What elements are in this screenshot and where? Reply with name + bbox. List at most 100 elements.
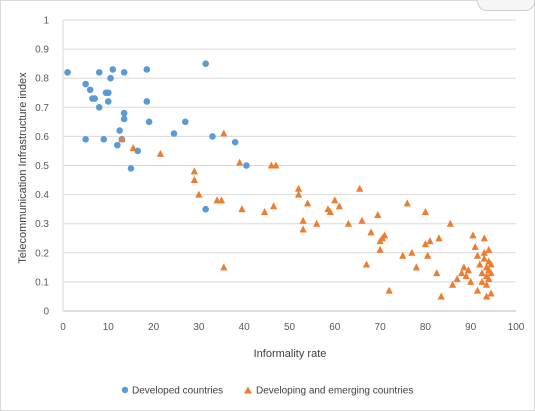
developed-point	[120, 109, 128, 117]
y-tick-label: 0.7	[35, 103, 49, 114]
developing-point	[467, 277, 475, 285]
developing-point	[480, 248, 488, 256]
developing-point	[476, 260, 484, 268]
developing-point	[344, 219, 352, 227]
x-tick-label: 50	[284, 322, 296, 333]
developing-point	[304, 199, 312, 207]
developed-point	[95, 104, 103, 111]
developing-point	[220, 263, 228, 271]
x-tick-labels: 0 10 20 30 40 50 60 70 80 90 100	[60, 322, 525, 333]
developed-point	[64, 69, 71, 76]
developing-point	[487, 289, 495, 297]
developing-point	[480, 254, 488, 262]
developed-point	[202, 60, 209, 67]
x-tick-label: 60	[329, 322, 341, 333]
developing-point	[448, 280, 457, 288]
developing-point	[403, 199, 411, 207]
developing-point	[376, 245, 384, 253]
developing-point	[487, 269, 495, 277]
developing-point	[487, 260, 495, 268]
developed-point	[143, 98, 151, 105]
x-tick-label: 80	[420, 322, 432, 333]
developing-point	[421, 240, 429, 248]
developing-point	[421, 208, 429, 216]
y-tick-label: 0	[43, 307, 49, 318]
developed-point	[182, 118, 189, 126]
developed-point	[209, 133, 216, 140]
developing-point	[217, 196, 226, 204]
developing-point	[433, 269, 441, 277]
developing-point	[195, 190, 203, 198]
developing-point	[464, 266, 473, 274]
developing-point	[458, 269, 466, 277]
y-tick-label: 1	[43, 16, 49, 27]
developing-point	[385, 286, 393, 294]
data-points	[64, 60, 495, 300]
y-tick-label: 0.4	[35, 190, 49, 201]
developed-point	[107, 74, 114, 82]
developing-point	[299, 225, 307, 233]
x-tick-label: 90	[465, 322, 477, 333]
developing-point	[469, 231, 477, 239]
developing-point	[267, 161, 275, 169]
developing-point	[453, 274, 461, 282]
y-tick-label: 0.9	[35, 45, 49, 56]
developed-point	[105, 89, 112, 97]
developing-point	[408, 248, 416, 256]
developed-point	[86, 86, 94, 94]
y-tick-label: 0.3	[35, 219, 49, 230]
x-axis-title: Informality rate	[254, 348, 327, 360]
developing-point	[462, 272, 470, 280]
developed-point	[82, 136, 89, 143]
developing-point	[412, 263, 420, 271]
developing-point	[260, 208, 269, 216]
developed-point	[105, 98, 112, 105]
developing-point	[313, 219, 321, 227]
developed-point	[134, 147, 142, 155]
developed-point	[127, 165, 135, 172]
legend-marker-developing	[244, 386, 252, 394]
developing-point	[326, 208, 334, 216]
developing-point	[426, 237, 434, 245]
y-tick-label: 0.6	[35, 132, 49, 143]
developing-point	[478, 277, 486, 285]
x-tick-label: 30	[193, 322, 205, 333]
y-tick-labels: 0 0.1 0.2 0.3 0.4 0.5 0.6 0.7 0.8 0.9 1	[35, 16, 49, 318]
developing-point	[356, 184, 364, 192]
axes	[62, 20, 516, 312]
developed-point	[91, 95, 99, 102]
developing-point	[129, 144, 137, 152]
developed-point	[120, 115, 128, 123]
developing-point	[299, 216, 307, 224]
developing-point	[294, 190, 303, 198]
developing-point	[331, 196, 339, 204]
x-tick-label: 0	[60, 322, 66, 333]
developing-point	[482, 280, 491, 288]
developed-point	[143, 66, 151, 73]
developed-point	[231, 138, 239, 146]
developing-point	[381, 231, 389, 239]
x-tick-label: 100	[508, 322, 525, 333]
x-tick-label: 70	[375, 322, 387, 333]
developing-point	[358, 216, 366, 224]
developed-point	[120, 69, 128, 76]
developing-point	[473, 286, 482, 294]
developed-point	[202, 205, 209, 213]
developed-point	[116, 127, 123, 134]
developed-point	[100, 136, 108, 143]
developing-point	[437, 292, 445, 300]
developing-point	[272, 161, 280, 169]
developing-point	[485, 274, 493, 282]
developing-point	[270, 202, 278, 210]
gridlines	[63, 19, 516, 283]
developing-point	[156, 149, 164, 157]
developing-point	[374, 210, 382, 218]
developing-point	[424, 251, 432, 259]
developing-point	[446, 219, 454, 227]
legend-label-developing: Developing and emerging countries	[256, 386, 413, 397]
legend-item-developing: Developing and emerging countries	[244, 386, 413, 397]
developing-point	[220, 129, 228, 137]
legend-label-developed: Developed countries	[132, 386, 223, 397]
developed-point	[145, 118, 153, 126]
